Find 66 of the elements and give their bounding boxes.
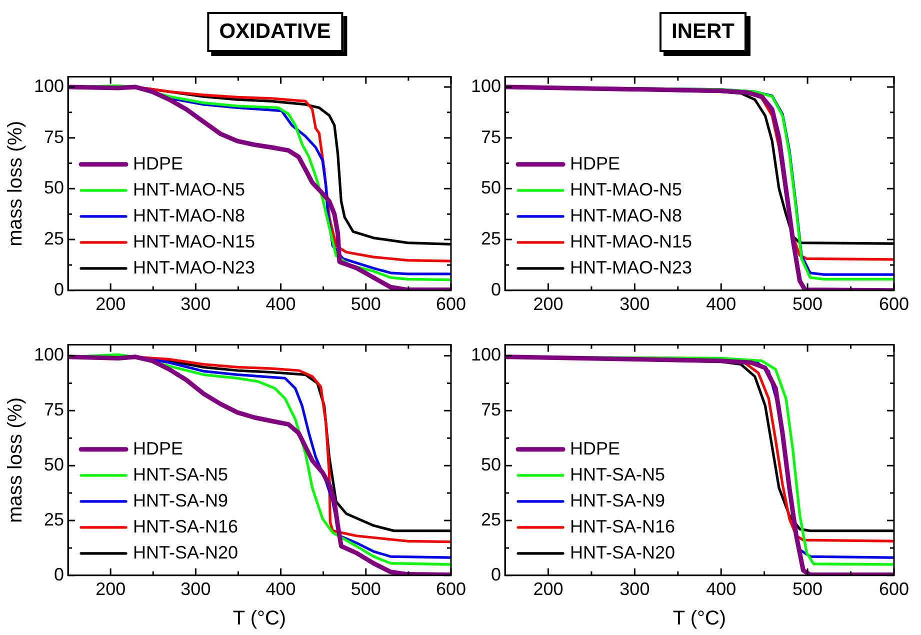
- y-tick-label: 100: [470, 344, 502, 365]
- y-tick-label: 50: [481, 454, 502, 475]
- x-tick-label: 300: [620, 579, 650, 600]
- legend-label: HNT-MAO-N8: [133, 205, 246, 226]
- y-tick-label: 0: [54, 279, 64, 300]
- x-tick-label: 300: [180, 579, 211, 600]
- y-tick-label: 25: [44, 228, 64, 249]
- x-tick-label: 600: [878, 579, 910, 600]
- x-tick-label: 600: [436, 579, 466, 600]
- chart-title: OXIDATIVE: [207, 12, 343, 52]
- x-tick-label: 200: [96, 294, 126, 314]
- legend-label: HNT-SA-N5: [133, 464, 228, 484]
- x-tick-label: 500: [792, 579, 823, 600]
- x-tick-label: 300: [620, 294, 650, 314]
- y-tick-label: 100: [34, 76, 64, 96]
- y-tick-label: 0: [491, 564, 502, 584]
- y-tick-label: 50: [44, 454, 64, 475]
- x-axis-title: T (°C): [672, 608, 726, 630]
- y-tick-label: 100: [34, 344, 64, 365]
- x-axis-title: T (°C): [232, 608, 286, 630]
- legend-label: HNT-SA-N16: [570, 516, 676, 536]
- y-tick-label: 25: [44, 509, 64, 530]
- y-tick-label: 25: [481, 509, 502, 530]
- x-tick-label: 600: [878, 294, 910, 314]
- y-tick-label: 100: [470, 76, 502, 96]
- y-axis-title: mass loss (%): [4, 120, 27, 246]
- legend-label: HNT-MAO-N5: [133, 179, 246, 200]
- legend-label: HNT-SA-N16: [133, 516, 238, 536]
- x-tick-label: 200: [533, 294, 564, 314]
- legend-label: HDPE: [570, 153, 620, 174]
- legend-label: HNT-SA-N20: [570, 542, 676, 562]
- x-tick-label: 200: [96, 579, 126, 600]
- y-tick-label: 50: [481, 178, 502, 198]
- x-tick-label: 200: [533, 579, 564, 600]
- y-tick-label: 0: [54, 564, 64, 584]
- legend-label: HDPE: [133, 153, 184, 174]
- legend-label: HNT-MAO-N8: [570, 205, 682, 226]
- y-tick-label: 0: [491, 279, 502, 300]
- legend-label: HNT-SA-N20: [133, 542, 238, 562]
- x-tick-label: 300: [180, 294, 211, 314]
- legend-label: HNT-MAO-N23: [133, 257, 256, 278]
- legend-label: HDPE: [133, 438, 184, 458]
- x-tick-label: 500: [792, 294, 823, 314]
- x-tick-label: 400: [266, 294, 296, 314]
- y-tick-label: 50: [44, 178, 64, 198]
- legend-label: HNT-MAO-N5: [570, 179, 682, 200]
- y-tick-label: 75: [44, 400, 64, 420]
- x-tick-label: 500: [350, 579, 381, 600]
- legend-label: HNT-SA-N5: [570, 464, 666, 484]
- chart-title: INERT: [660, 12, 746, 52]
- x-tick-label: 400: [266, 579, 296, 600]
- legend-label: HNT-MAO-N15: [133, 231, 256, 252]
- y-tick-label: 75: [481, 400, 502, 420]
- legend-label: HNT-SA-N9: [133, 490, 228, 510]
- y-tick-label: 25: [481, 228, 502, 249]
- x-tick-label: 500: [350, 294, 381, 314]
- y-tick-label: 75: [481, 126, 502, 147]
- legend-label: HDPE: [570, 438, 620, 458]
- x-tick-label: 400: [706, 579, 736, 600]
- x-tick-label: 400: [706, 294, 736, 314]
- legend-label: HNT-MAO-N23: [570, 257, 692, 278]
- x-tick-label: 600: [436, 294, 466, 314]
- legend-label: HNT-MAO-N15: [570, 231, 692, 252]
- legend-label: HNT-SA-N9: [570, 490, 666, 510]
- y-axis-title: mass loss (%): [4, 397, 27, 523]
- y-tick-label: 75: [44, 126, 64, 147]
